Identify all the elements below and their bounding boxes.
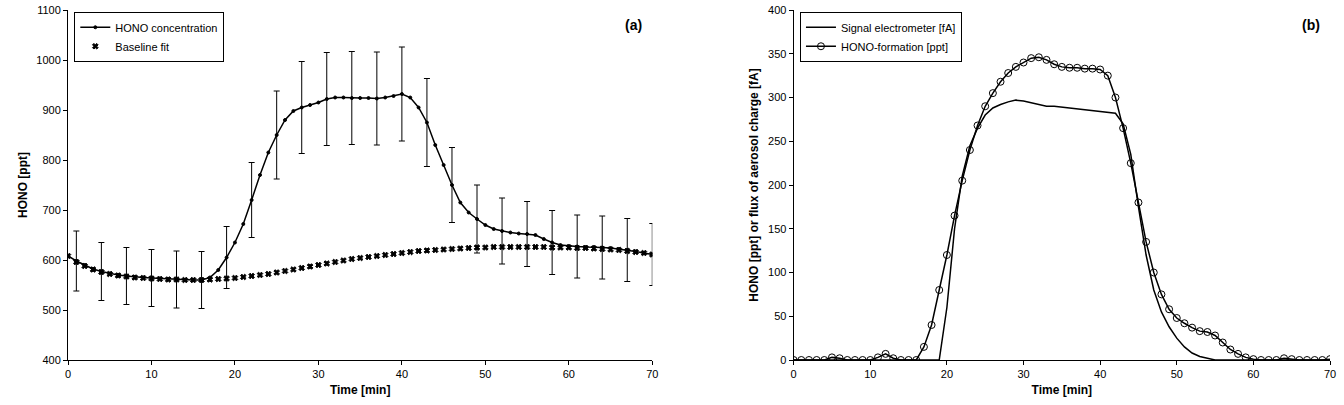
svg-text:Time [min]: Time [min]: [1032, 383, 1092, 397]
svg-text:50: 50: [774, 310, 786, 322]
svg-text:(b): (b): [1302, 17, 1320, 33]
svg-text:300: 300: [768, 91, 786, 103]
svg-text:60: 60: [563, 368, 575, 380]
svg-text:HONO [ppt]: HONO [ppt]: [16, 152, 30, 218]
svg-text:70: 70: [1324, 368, 1336, 380]
svg-text:HONO-formation [ppt]: HONO-formation [ppt]: [841, 41, 948, 53]
svg-text:10: 10: [864, 368, 876, 380]
svg-text:20: 20: [941, 368, 953, 380]
svg-text:20: 20: [229, 368, 241, 380]
svg-text:0: 0: [65, 368, 71, 380]
svg-text:500: 500: [42, 304, 60, 316]
svg-text:250: 250: [768, 135, 786, 147]
svg-text:800: 800: [42, 154, 60, 166]
svg-text:600: 600: [42, 254, 60, 266]
svg-text:30: 30: [312, 368, 324, 380]
svg-text:30: 30: [1017, 368, 1029, 380]
svg-text:0: 0: [791, 368, 797, 380]
svg-text:900: 900: [42, 104, 60, 116]
svg-text:70: 70: [646, 368, 658, 380]
svg-text:350: 350: [768, 48, 786, 60]
svg-text:Baseline fit: Baseline fit: [115, 41, 169, 53]
svg-text:60: 60: [1247, 368, 1259, 380]
svg-text:1100: 1100: [37, 4, 61, 16]
svg-text:Time [min]: Time [min]: [330, 383, 390, 397]
svg-text:50: 50: [1171, 368, 1183, 380]
svg-text:40: 40: [396, 368, 408, 380]
svg-text:400: 400: [768, 4, 786, 16]
svg-text:50: 50: [479, 368, 491, 380]
svg-text:(a): (a): [625, 17, 642, 33]
svg-text:700: 700: [42, 204, 60, 216]
svg-text:40: 40: [1094, 368, 1106, 380]
svg-text:0: 0: [780, 354, 786, 366]
svg-text:10: 10: [145, 368, 157, 380]
svg-text:HONO concentration: HONO concentration: [115, 22, 217, 34]
svg-text:400: 400: [42, 354, 60, 366]
svg-text:200: 200: [768, 179, 786, 191]
svg-text:Signal electrometer [fA]: Signal electrometer [fA]: [841, 22, 955, 34]
svg-text:HONO [ppt] or flux of aerosol: HONO [ppt] or flux of aerosol charge [fA…: [747, 68, 761, 301]
svg-text:1000: 1000: [36, 54, 60, 66]
svg-text:150: 150: [768, 223, 786, 235]
svg-text:100: 100: [768, 266, 786, 278]
